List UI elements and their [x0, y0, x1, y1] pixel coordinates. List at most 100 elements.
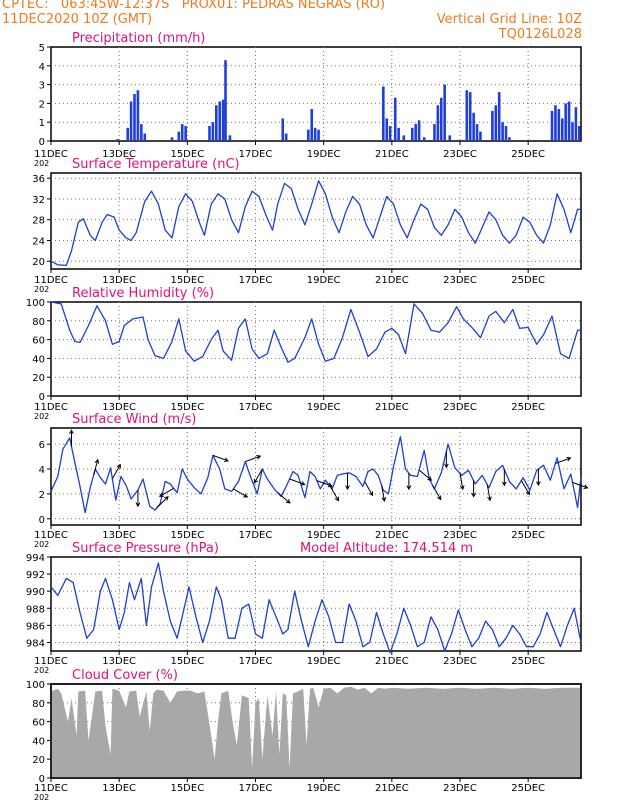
precip-bar [494, 105, 498, 141]
precip-bar [307, 129, 310, 141]
precip-bar [504, 125, 508, 141]
precip-bar [143, 133, 147, 141]
precip-bar [571, 122, 574, 141]
rh-xtick-label: 23DEC [443, 402, 477, 413]
wind-arrow-shaft [316, 480, 333, 487]
precip-bar [228, 135, 232, 141]
precip-bar [433, 124, 436, 141]
temp-ytick-label: 20 [32, 257, 45, 268]
wind-arrow-head [427, 476, 433, 481]
precip-bar [221, 99, 225, 141]
precip-bar [281, 118, 285, 141]
wind-arrow [111, 463, 121, 479]
wind-arrow [93, 458, 100, 476]
temp-xtick-label: 23DEC [443, 275, 477, 286]
precip-bar [479, 131, 482, 141]
wind-arrow-head [381, 497, 387, 502]
wind-arrow-shaft [432, 485, 442, 500]
wind-arrow [381, 485, 387, 502]
wind-arrow-shaft [111, 464, 121, 479]
cloud-ytick-label: 0 [39, 774, 45, 785]
wind-arrow-head [223, 457, 229, 462]
wind-arrow [156, 495, 169, 509]
wind-arrow-head [285, 499, 291, 504]
precip-bar [574, 107, 578, 141]
precip-bar [382, 86, 385, 141]
precip-xtick-label: 23DEC [443, 149, 477, 160]
wind-arrow-head [158, 492, 164, 497]
precip-bar [388, 125, 392, 141]
precip-bar [177, 131, 181, 141]
press-ytick-label: 992 [26, 570, 45, 581]
press-ytick-label: 984 [26, 638, 45, 649]
wind-arrow-shaft [364, 481, 374, 496]
wind-arrow-head [437, 495, 442, 501]
cloud-ytick-label: 20 [32, 755, 45, 766]
wind-arrow [520, 480, 530, 496]
cloud-ytick-label: 80 [32, 699, 45, 710]
wind-arrow-head [69, 429, 74, 434]
wind-xtick-label: 15DEC [170, 530, 204, 541]
cloud-panel: 11DEC 13DEC 15DEC 17DEC 19DEC 21DEC 23DEC 25DEC… [26, 668, 582, 800]
wind-arrow [432, 485, 442, 501]
rh-xtick-label: 21DEC [375, 402, 409, 413]
rh-ytick-label: 20 [32, 373, 45, 384]
wind-arrow-shaft [156, 496, 169, 509]
cloud-year-stub: 202 [34, 793, 49, 800]
press-year-stub: 202 [34, 666, 49, 675]
cloud-xtick-label: 15DEC [170, 783, 204, 794]
wind-arrow-head [406, 485, 412, 491]
precip-xtick-label: 25DEC [511, 149, 545, 160]
wind-ytick-label: 0 [39, 515, 45, 526]
wind-arrow [253, 468, 263, 484]
precip-bar [133, 94, 136, 141]
rh-ytick-label: 40 [32, 354, 45, 365]
precip-bar [116, 139, 119, 141]
cloud-series-area [51, 686, 581, 778]
cloud-xtick-label: 19DEC [307, 783, 341, 794]
wind-arrow-head [135, 502, 141, 508]
wind-arrow-head [566, 456, 572, 462]
wind-arrow-head [94, 458, 100, 464]
wind-arrow-head [253, 478, 258, 484]
precip-bar [497, 92, 501, 141]
temp-ytick-label: 32 [32, 195, 45, 206]
press-ytick-label: 994 [26, 553, 45, 564]
precip-bar [402, 135, 406, 141]
precip-ytick-label: 5 [39, 43, 45, 54]
wind-xtick-label: 13DEC [102, 530, 136, 541]
precip-bar [136, 90, 140, 141]
cloud-xtick-label: 25DEC [511, 783, 545, 794]
precip-bar [465, 90, 469, 141]
cloud-xtick-label: 17DEC [239, 783, 273, 794]
wind-arrow-head [471, 492, 476, 498]
wind-arrow-shaft [486, 484, 491, 501]
wind-arrow-shaft [253, 468, 263, 484]
precip-bar [397, 127, 400, 141]
precip-xtick-label: 21DEC [375, 149, 409, 160]
rh-xtick-label: 19DEC [307, 402, 341, 413]
wind-arrow-head [345, 485, 350, 491]
press-xtick-label: 23DEC [443, 656, 477, 667]
wind-arrow-head [501, 481, 507, 487]
cloud-xtick-label: 13DEC [102, 783, 136, 794]
wind-xtick-label: 19DEC [307, 530, 341, 541]
temp-panel: 11DEC 13DEC 15DEC 17DEC 19DEC 21DEC 23DEC 25DEC… [32, 157, 582, 294]
press-title: Surface Pressure (hPa) [72, 541, 219, 556]
wind-arrow-head [525, 490, 530, 496]
cloud-ytick-label: 60 [32, 718, 45, 729]
precip-bar [208, 125, 211, 141]
rh-xtick-label: 15DEC [170, 402, 204, 413]
rh-title: Relative Humidity (%) [72, 286, 214, 301]
press-ytick-label: 988 [26, 604, 45, 615]
rh-ytick-label: 100 [26, 298, 45, 309]
temp-series-line [50, 180, 581, 267]
wind-year-stub: 202 [34, 540, 49, 549]
press-series-line [50, 562, 582, 654]
wind-arrow [486, 484, 492, 502]
press-xtick-label: 21DEC [375, 656, 409, 667]
temp-ytick-label: 24 [32, 236, 45, 247]
press-xtick-label: 13DEC [102, 656, 136, 667]
precip-ytick-label: 4 [39, 62, 45, 73]
precip-bar [215, 105, 218, 141]
